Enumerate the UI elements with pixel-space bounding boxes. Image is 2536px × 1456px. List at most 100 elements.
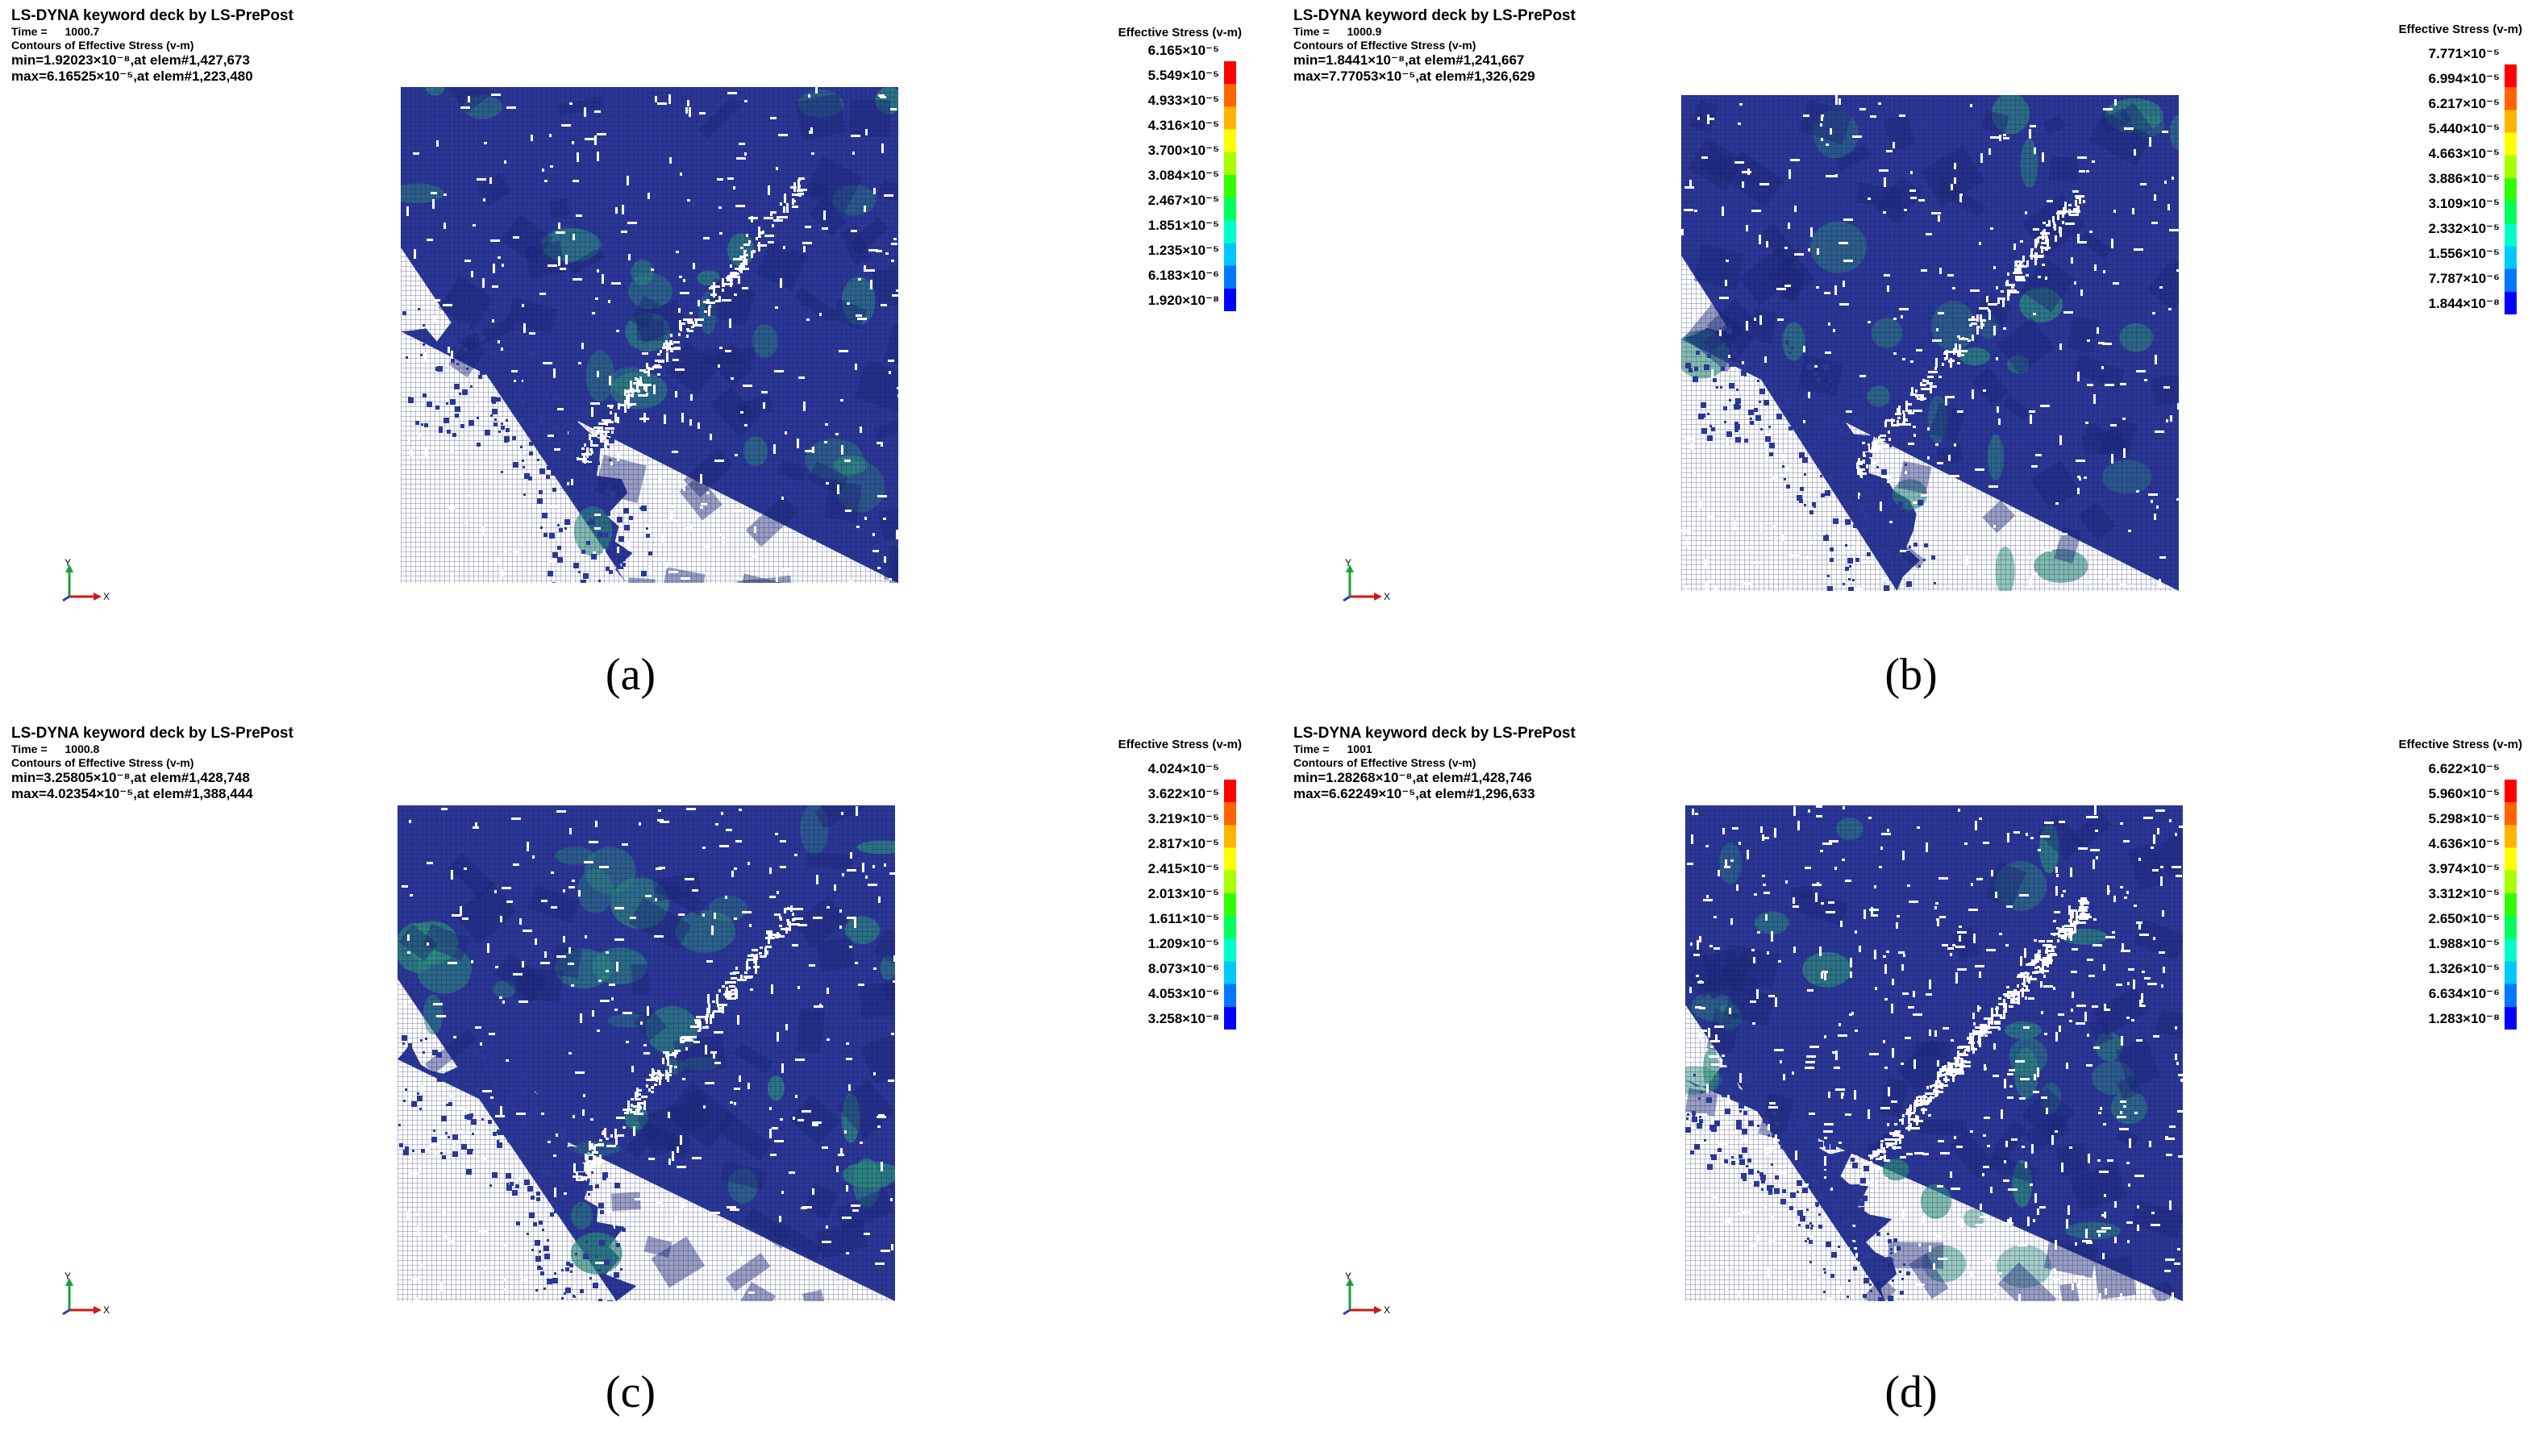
- axis-triad-icon: Y X: [62, 1271, 110, 1316]
- legend-label: 3.084×10⁻⁵: [1147, 168, 1219, 183]
- contours-label: Contours of Effective Stress (v-m): [11, 39, 194, 52]
- legend-label: 4.636×10⁻⁵: [2428, 836, 2500, 851]
- axis-y-label: Y: [65, 557, 71, 568]
- stress-legend: Effective Stress (v-m) 6.165×10⁻⁵ 5.549×…: [1048, 26, 1242, 316]
- legend-label: 3.219×10⁻⁵: [1147, 811, 1219, 826]
- legend-label: 3.700×10⁻⁵: [1147, 143, 1219, 158]
- legend-title: Effective Stress (v-m): [1118, 26, 1242, 40]
- time-value: 1000.9: [1347, 25, 1382, 38]
- legend-color-bar: [2505, 64, 2517, 314]
- legend-label: 3.886×10⁻⁵: [2428, 171, 2500, 186]
- legend-label: 3.622×10⁻⁵: [1147, 786, 1219, 801]
- stress-legend: Effective Stress (v-m) 4.024×10⁻⁵ 3.622×…: [1048, 738, 1242, 1036]
- legend-label: 6.994×10⁻⁵: [2428, 71, 2500, 86]
- legend-label: 1.235×10⁻⁵: [1147, 243, 1219, 258]
- stress-contour-mesh: [1685, 805, 2183, 1301]
- stress-contour-mesh: [398, 805, 895, 1301]
- min-readout: min=1.28268×10⁻⁸,at elem#1,428,746: [1293, 770, 1532, 785]
- legend-label: 4.663×10⁻⁵: [2428, 146, 2500, 161]
- legend-label: 5.549×10⁻⁵: [1147, 68, 1219, 83]
- legend-label: 1.920×10⁻⁸: [1147, 293, 1219, 308]
- legend-label: 4.024×10⁻⁵: [1147, 761, 1219, 776]
- legend-label: 1.326×10⁻⁵: [2428, 961, 2500, 976]
- legend-label: 1.283×10⁻⁸: [2428, 1011, 2500, 1026]
- min-readout: min=1.8441×10⁻⁸,at elem#1,241,667: [1293, 52, 1525, 68]
- axis-y-label: Y: [1345, 557, 1351, 568]
- legend-label: 6.634×10⁻⁶: [2428, 986, 2500, 1001]
- stress-contour-mesh: [401, 87, 898, 583]
- legend-color-bar: [2505, 780, 2517, 1030]
- legend-label: 4.316×10⁻⁵: [1147, 118, 1219, 133]
- legend-title: Effective Stress (v-m): [2398, 738, 2522, 751]
- legend-label: 5.960×10⁻⁵: [2428, 786, 2500, 801]
- time-label: Time =: [11, 25, 48, 38]
- panel-header: LS-DYNA keyword deck by LS-PrePost Time …: [1293, 726, 1576, 801]
- legend-label: 5.440×10⁻⁵: [2428, 121, 2500, 136]
- time-label: Time =: [1293, 743, 1330, 755]
- legend-label: 6.183×10⁻⁶: [1147, 268, 1219, 283]
- axis-x-label: X: [1384, 1304, 1390, 1316]
- deck-title: LS-DYNA keyword deck by LS-PrePost: [1293, 725, 1576, 742]
- max-readout: max=4.02354×10⁻⁵,at elem#1,388,444: [11, 786, 253, 801]
- axis-triad-icon: Y X: [62, 557, 110, 602]
- legend-label: 7.787×10⁻⁶: [2428, 271, 2500, 286]
- stress-contour-mesh: [1681, 95, 2179, 591]
- legend-label: 1.844×10⁻⁸: [2428, 296, 2500, 311]
- legend-label: 2.415×10⁻⁵: [1147, 861, 1219, 876]
- legend-label: 1.611×10⁻⁵: [1148, 911, 1219, 926]
- legend-label: 2.650×10⁻⁵: [2428, 911, 2500, 926]
- legend-title: Effective Stress (v-m): [1118, 738, 1242, 751]
- legend-label: 8.073×10⁻⁶: [1147, 961, 1219, 976]
- axis-x-label: X: [103, 591, 110, 602]
- legend-label: 2.817×10⁻⁵: [1147, 836, 1219, 851]
- legend-label: 6.165×10⁻⁵: [1147, 43, 1219, 58]
- time-label: Time =: [11, 743, 48, 755]
- legend-label: 1.209×10⁻⁵: [1147, 936, 1219, 951]
- legend-label: 2.467×10⁻⁵: [1147, 193, 1219, 208]
- legend-label: 3.312×10⁻⁵: [2428, 886, 2500, 901]
- time-value: 1000.7: [65, 25, 100, 38]
- min-readout: min=1.92023×10⁻⁸,at elem#1,427,673: [11, 52, 250, 68]
- legend-label: 4.053×10⁻⁶: [1147, 986, 1219, 1001]
- legend-color-bar: [1224, 780, 1236, 1030]
- min-readout: min=3.25805×10⁻⁸,at elem#1,428,748: [11, 770, 250, 785]
- legend-color-bar: [1224, 61, 1236, 311]
- legend-label: 1.988×10⁻⁵: [2428, 936, 2500, 951]
- axis-triad-icon: Y X: [1343, 557, 1390, 602]
- axis-x-label: X: [103, 1304, 110, 1316]
- legend-label: 2.013×10⁻⁵: [1147, 886, 1219, 901]
- panel-header: LS-DYNA keyword deck by LS-PrePost Time …: [11, 8, 294, 83]
- axis-triad-icon: Y X: [1343, 1271, 1390, 1316]
- legend-label: 5.298×10⁻⁵: [2428, 811, 2500, 826]
- max-readout: max=7.77053×10⁻⁵,at elem#1,326,629: [1293, 69, 1535, 84]
- legend-label: 3.258×10⁻⁸: [1147, 1011, 1219, 1026]
- legend-label: 4.933×10⁻⁵: [1147, 93, 1219, 108]
- time-label: Time =: [1293, 25, 1330, 38]
- legend-label: 7.771×10⁻⁵: [2428, 46, 2500, 61]
- deck-title: LS-DYNA keyword deck by LS-PrePost: [11, 7, 294, 24]
- time-value: 1001: [1347, 743, 1372, 755]
- panel-header: LS-DYNA keyword deck by LS-PrePost Time …: [11, 726, 294, 801]
- legend-label: 3.974×10⁻⁵: [2428, 861, 2500, 876]
- axis-y-label: Y: [65, 1271, 71, 1282]
- panel-caption: (b): [1884, 650, 1938, 700]
- max-readout: max=6.62249×10⁻⁵,at elem#1,296,633: [1293, 786, 1535, 801]
- contours-label: Contours of Effective Stress (v-m): [1293, 756, 1476, 769]
- legend-label: 6.622×10⁻⁵: [2428, 761, 2500, 776]
- panel-header: LS-DYNA keyword deck by LS-PrePost Time …: [1293, 8, 1576, 83]
- panel-caption: (a): [605, 650, 656, 700]
- legend-label: 1.851×10⁻⁵: [1147, 218, 1219, 233]
- legend-label: 6.217×10⁻⁵: [2428, 96, 2500, 111]
- panel-caption: (c): [605, 1367, 656, 1417]
- stress-legend: Effective Stress (v-m) 7.771×10⁻⁵ 6.994×…: [2329, 23, 2522, 321]
- deck-title: LS-DYNA keyword deck by LS-PrePost: [1293, 7, 1576, 24]
- legend-label: 1.556×10⁻⁵: [2428, 246, 2500, 261]
- contours-label: Contours of Effective Stress (v-m): [1293, 39, 1476, 52]
- legend-label: 2.332×10⁻⁵: [2428, 221, 2500, 236]
- legend-title: Effective Stress (v-m): [2398, 23, 2522, 36]
- legend-label: 3.109×10⁻⁵: [2428, 196, 2500, 211]
- axis-x-label: X: [1384, 591, 1390, 602]
- contours-label: Contours of Effective Stress (v-m): [11, 756, 194, 769]
- stress-legend: Effective Stress (v-m) 6.622×10⁻⁵ 5.960×…: [2329, 738, 2522, 1036]
- panel-caption: (d): [1884, 1367, 1938, 1417]
